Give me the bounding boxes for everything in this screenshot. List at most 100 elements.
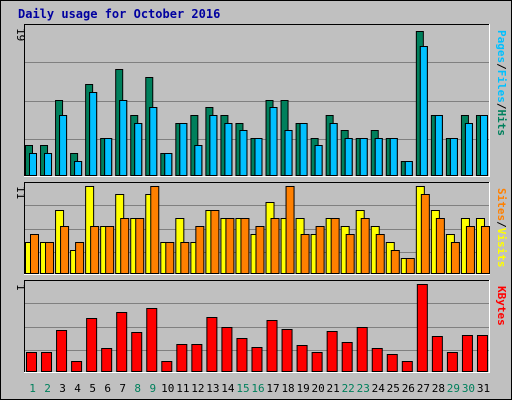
kbytes-bar-day-15 — [236, 338, 248, 372]
sites-bar-day-6 — [105, 226, 115, 274]
pages-bar-day-12 — [194, 145, 203, 176]
pages-bar-day-7 — [119, 100, 128, 176]
kbytes-bar-day-7 — [116, 312, 128, 372]
kbytes-bar-day-2 — [41, 352, 53, 372]
sites-bar-day-4 — [75, 242, 85, 274]
kbytes-bar-day-22 — [341, 342, 353, 372]
kbytes-bar-day-19 — [296, 345, 308, 372]
kbytes-bar-day-28 — [431, 336, 443, 372]
panel-bottom-legend: KBytes — [495, 286, 508, 326]
x-tick-label-day-28: 28 — [432, 382, 445, 395]
x-tick-label-day-17: 17 — [266, 382, 279, 395]
sites-bar-day-10 — [165, 242, 175, 274]
sites-bar-day-12 — [195, 226, 205, 274]
x-tick-label-day-14: 14 — [221, 382, 235, 395]
kbytes-bar-day-18 — [281, 329, 293, 372]
x-tick-label-day-19: 19 — [296, 382, 309, 395]
x-tick-label-day-6: 6 — [104, 382, 111, 395]
x-tick-label-day-8: 8 — [134, 382, 141, 395]
sites-bar-day-13 — [210, 210, 220, 274]
pages-bar-day-19 — [299, 123, 308, 176]
sites-bar-day-1 — [30, 234, 39, 274]
sites-bar-day-8 — [135, 218, 145, 274]
sites-bar-day-31 — [480, 226, 490, 274]
kbytes-bar-day-23 — [356, 327, 368, 372]
legend-entry-sep: / — [495, 103, 508, 110]
panel-bottom-ymax-label: 1 — [14, 284, 27, 291]
pages-bar-day-25 — [389, 138, 398, 176]
kbytes-bar-day-8 — [131, 332, 143, 372]
kbytes-bar-day-1 — [26, 352, 37, 372]
kbytes-bar-day-17 — [266, 320, 278, 372]
pages-bar-day-31 — [479, 115, 488, 176]
kbytes-bar-day-12 — [191, 344, 203, 372]
x-tick-label-day-26: 26 — [402, 382, 415, 395]
sites-bar-day-16 — [255, 226, 265, 274]
pages-bar-day-6 — [104, 138, 113, 176]
legend-entry-hits: Hits — [495, 110, 508, 137]
pages-bar-day-14 — [224, 123, 233, 176]
legend-entry-kbytes: KBytes — [495, 286, 508, 326]
x-tick-label-day-30: 30 — [462, 382, 475, 395]
sites-bar-day-7 — [120, 218, 130, 274]
x-tick-label-day-16: 16 — [251, 382, 264, 395]
x-tick-label-day-21: 21 — [327, 382, 340, 395]
sites-bar-day-28 — [435, 218, 445, 274]
kbytes-bar-day-14 — [221, 327, 233, 372]
sites-bar-day-17 — [270, 218, 280, 274]
panel-middle-legend: Sites/Visits — [495, 188, 508, 268]
x-tick-label-day-5: 5 — [89, 382, 96, 395]
x-tick-label-day-13: 13 — [206, 382, 219, 395]
pages-bar-day-24 — [374, 138, 383, 176]
kbytes-bar-day-24 — [371, 348, 383, 372]
sites-bar-day-5 — [90, 226, 100, 274]
x-tick-label-day-11: 11 — [176, 382, 189, 395]
kbytes-bar-day-5 — [86, 318, 98, 372]
pages-bar-day-13 — [209, 115, 218, 176]
kbytes-bar-day-21 — [326, 331, 338, 372]
sites-bar-day-25 — [390, 250, 400, 274]
kbytes-bar-day-11 — [176, 344, 188, 372]
pages-bar-day-10 — [164, 153, 173, 176]
sites-bar-day-22 — [345, 234, 355, 274]
x-tick-label-day-27: 27 — [417, 382, 430, 395]
kbytes-bar-day-20 — [311, 352, 323, 372]
kbytes-bar-day-29 — [446, 352, 458, 372]
kbytes-bar-day-3 — [56, 330, 68, 372]
x-tick-label-day-4: 4 — [74, 382, 81, 395]
x-tick-label-day-18: 18 — [281, 382, 294, 395]
x-tick-label-day-20: 20 — [312, 382, 325, 395]
x-tick-label-day-15: 15 — [236, 382, 249, 395]
kbytes-bar-day-6 — [101, 348, 113, 372]
sites-bar-day-20 — [315, 226, 325, 274]
sites-bar-day-29 — [450, 242, 460, 274]
sites-bar-day-3 — [60, 226, 70, 274]
x-tick-label-day-24: 24 — [372, 382, 386, 395]
sites-bar-day-15 — [240, 218, 250, 274]
kbytes-bar-day-13 — [206, 317, 218, 372]
sites-bar-day-18 — [285, 186, 295, 274]
legend-entry-visits: Visits — [495, 228, 508, 268]
pages-bar-day-28 — [434, 115, 443, 176]
sites-bar-day-23 — [360, 218, 370, 274]
kbytes-bar-day-30 — [461, 335, 473, 372]
x-tick-label-day-12: 12 — [191, 382, 204, 395]
kbytes-bar-day-10 — [161, 361, 173, 372]
chart-title: Daily usage for October 2016 — [18, 7, 221, 21]
pages-bar-day-11 — [179, 123, 188, 176]
pages-bar-day-16 — [254, 138, 263, 176]
x-tick-label-day-9: 9 — [149, 382, 156, 395]
kbytes-bar-day-25 — [386, 354, 398, 372]
pages-bar-day-26 — [404, 161, 413, 176]
sites-bar-day-11 — [180, 242, 190, 274]
sites-bar-day-30 — [465, 226, 475, 274]
x-tick-label-day-25: 25 — [387, 382, 400, 395]
x-tick-label-day-31: 31 — [477, 382, 490, 395]
legend-entry-pages: Pages — [495, 30, 508, 63]
legend-entry-files: Files — [495, 70, 508, 103]
legend-entry-sites: Sites — [495, 188, 508, 221]
sites-bar-day-9 — [150, 186, 160, 274]
x-tick-label-day-1: 1 — [29, 382, 36, 395]
x-tick-label-day-22: 22 — [342, 382, 355, 395]
